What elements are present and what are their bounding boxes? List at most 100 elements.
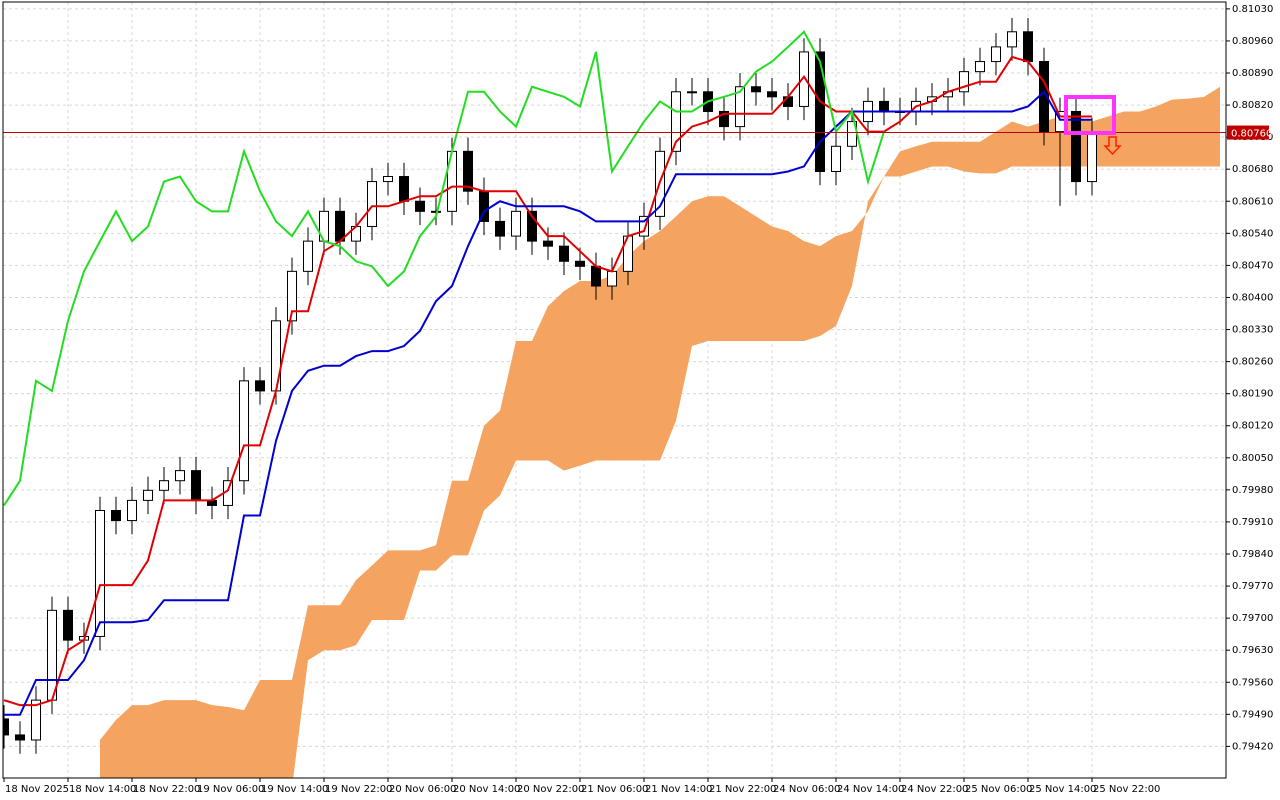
candle-body	[559, 245, 569, 262]
indicator-line	[4, 90, 1092, 716]
current-price-label: 0.80760	[1231, 129, 1272, 140]
ichimoku-cloud	[100, 86, 1220, 778]
x-tick-label: 25 Nov 06:00	[965, 784, 1032, 795]
y-tick-label: 0.80120	[1232, 421, 1273, 432]
candle-body	[239, 380, 249, 482]
candle-body	[1071, 110, 1081, 183]
candle-body	[591, 265, 601, 287]
x-tick-label: 20 Nov 22:00	[517, 784, 584, 795]
y-tick-label: 0.80470	[1232, 260, 1273, 271]
candle-body	[367, 181, 377, 227]
candle-body	[959, 71, 969, 93]
candle-body	[191, 470, 201, 501]
candle-body	[127, 499, 137, 522]
candle-body	[143, 489, 153, 501]
candle-body	[991, 46, 1001, 63]
indicator-line	[3, 30, 885, 506]
x-tick-label: 21 Nov 22:00	[709, 784, 776, 795]
candle-body	[687, 91, 697, 94]
candle-body	[607, 270, 617, 287]
candle-body	[879, 100, 889, 112]
candle-body	[303, 240, 313, 272]
highlight-box	[1064, 95, 1116, 135]
x-tick-label: 25 Nov 14:00	[1029, 784, 1096, 795]
y-tick-label: 0.80190	[1232, 389, 1273, 400]
candle-body	[47, 609, 57, 701]
candle-body	[175, 470, 185, 482]
candle-body	[431, 210, 441, 213]
x-tick-label: 21 Nov 06:00	[581, 784, 648, 795]
current-price-tag	[1227, 125, 1269, 140]
candle-body	[815, 51, 825, 172]
candle-body	[399, 176, 409, 202]
y-tick-label: 0.80330	[1232, 325, 1273, 336]
x-tick-label: 18 Nov 14:00	[69, 784, 136, 795]
y-tick-label: 0.80610	[1232, 196, 1273, 207]
x-tick-label: 21 Nov 14:00	[645, 784, 712, 795]
y-tick-label: 0.80050	[1232, 453, 1273, 464]
candle-body	[111, 509, 121, 522]
plot-frame	[2, 1, 1227, 779]
y-tick-label: 0.80540	[1232, 228, 1273, 239]
candle-body	[1023, 31, 1033, 63]
y-tick-label: 0.79490	[1232, 709, 1273, 720]
candle-body	[255, 380, 265, 392]
candle-body	[831, 145, 841, 172]
candle-body	[1087, 131, 1097, 183]
y-tick-label: 0.80260	[1232, 357, 1273, 368]
y-tick-label: 0.80960	[1232, 36, 1273, 47]
axes: 0.810300.809600.808900.808200.807500.806…	[3, 4, 1273, 795]
candle-body	[543, 240, 553, 247]
y-tick-label: 0.79980	[1232, 485, 1273, 496]
y-tick-label: 0.79910	[1232, 517, 1273, 528]
candle-body	[751, 86, 761, 93]
x-tick-label: 20 Nov 06:00	[389, 784, 456, 795]
candle-body	[975, 61, 985, 73]
y-tick-label: 0.79560	[1232, 677, 1273, 688]
candle-body	[735, 86, 745, 128]
candle-body	[527, 210, 537, 242]
x-tick-label: 24 Nov 22:00	[901, 784, 968, 795]
candle-body	[1007, 31, 1017, 48]
x-tick-label: 19 Nov 22:00	[325, 784, 392, 795]
candle-body	[575, 260, 585, 267]
candle-body	[383, 176, 393, 183]
y-tick-label: 0.80400	[1232, 292, 1273, 303]
x-tick-label: 24 Nov 14:00	[837, 784, 904, 795]
x-tick-label: 19 Nov 06:00	[197, 784, 264, 795]
candle-body	[287, 270, 297, 322]
y-tick-label: 0.80680	[1232, 164, 1273, 175]
candle-body	[415, 200, 425, 212]
y-tick-label: 0.79700	[1232, 613, 1273, 624]
candle-body	[719, 110, 729, 128]
candle-body	[159, 480, 169, 491]
candle-body	[63, 609, 73, 641]
y-tick-label: 0.79630	[1232, 645, 1273, 656]
x-tick-label: 25 Nov 22:00	[1093, 784, 1160, 795]
candle-body	[95, 509, 105, 637]
candle-body	[15, 734, 25, 741]
candle-body	[799, 51, 809, 107]
candle-body	[463, 150, 473, 192]
x-tick-label: 20 Nov 14:00	[453, 784, 520, 795]
sell-arrow	[1103, 136, 1122, 156]
candle-body	[671, 91, 681, 152]
candle-body	[511, 210, 521, 237]
y-tick-label: 0.79840	[1232, 549, 1273, 560]
y-tick-label: 0.79770	[1232, 581, 1273, 592]
y-tick-label: 0.80890	[1232, 68, 1273, 79]
candle-body	[639, 215, 649, 237]
candle-body	[31, 699, 41, 741]
candle-body	[271, 320, 281, 392]
x-tick-label: 19 Nov 14:00	[261, 784, 328, 795]
x-tick-label: 18 Nov 22:00	[133, 784, 200, 795]
y-tick-label: 0.80820	[1232, 100, 1273, 111]
plot-area	[3, 18, 1226, 778]
x-tick-label: 24 Nov 06:00	[773, 784, 840, 795]
candle-body	[767, 91, 777, 98]
x-tick-label: 18 Nov 2025	[5, 784, 69, 795]
y-tick-label: 0.79420	[1232, 741, 1273, 752]
candle-body	[3, 718, 9, 736]
candle-body	[335, 210, 345, 242]
